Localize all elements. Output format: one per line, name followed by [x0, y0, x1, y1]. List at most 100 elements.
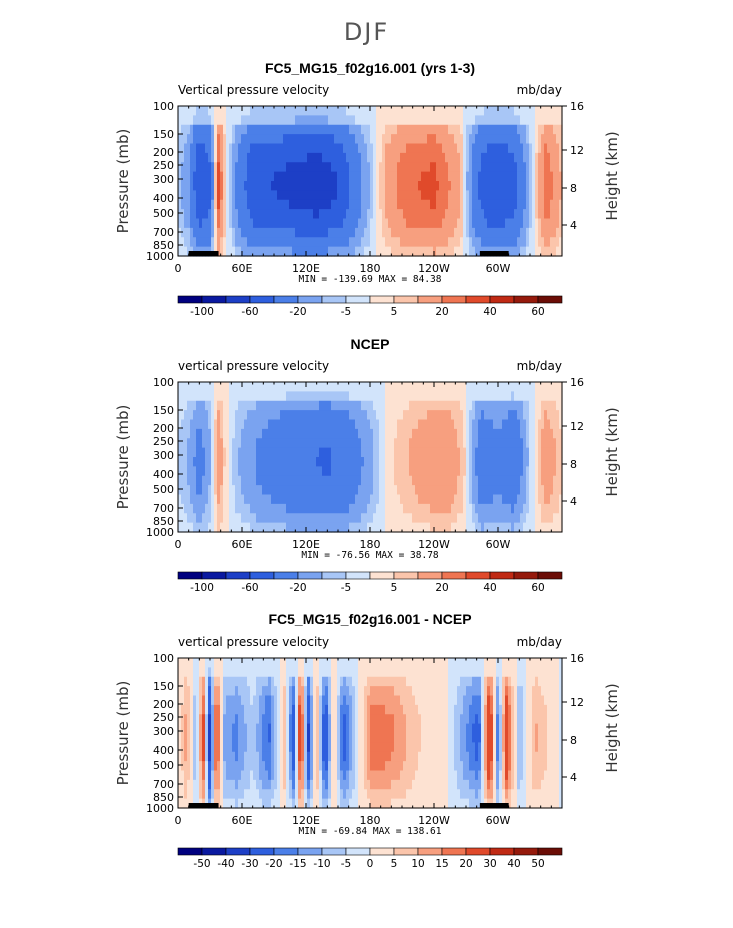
colorbar-swatch [514, 296, 538, 303]
colorbar-swatch [418, 296, 442, 303]
colorbar-swatch [298, 296, 322, 303]
y-tick-label: 400 [153, 192, 174, 205]
colorbar-label: -100 [190, 306, 214, 318]
y-right-tick-label: 4 [570, 495, 577, 508]
colorbar-label: 5 [391, 582, 398, 594]
stats-text: MIN = -76.56 MAX = 38.78 [301, 550, 439, 561]
y-right-tick-label: 16 [570, 376, 584, 389]
colorbar-label: 60 [531, 582, 544, 594]
colorbar-swatch [322, 296, 346, 303]
heatmap-cells [178, 658, 563, 809]
colorbar-swatch [538, 572, 562, 579]
colorbar-label: -5 [341, 582, 351, 594]
colorbar-swatch [490, 296, 514, 303]
colorbar-swatch [202, 572, 226, 579]
panel-subtitle-left: Vertical pressure velocity [178, 83, 329, 97]
y-tick-label: 1000 [146, 250, 174, 263]
y-tick-label: 500 [153, 207, 174, 220]
colorbar-label: 60 [531, 306, 544, 318]
y-right-tick-label: 16 [570, 100, 584, 113]
y-tick-label: 400 [153, 468, 174, 481]
stats-text: MIN = -139.69 MAX = 84.38 [299, 274, 442, 285]
panel-subtitle-left: vertical pressure velocity [178, 359, 329, 373]
colorbar-swatch [394, 572, 418, 579]
colorbar-swatch [178, 572, 202, 579]
colorbar-swatch [202, 296, 226, 303]
colorbar-swatch [538, 296, 562, 303]
y-tick-label: 250 [153, 159, 174, 172]
y-tick-label: 300 [153, 173, 174, 186]
y-tick-label: 100 [153, 100, 174, 113]
colorbar-swatch [226, 296, 250, 303]
colorbar-swatch [418, 572, 442, 579]
colorbar-label: -60 [241, 306, 258, 318]
colorbar-swatch [322, 572, 346, 579]
colorbar-swatch [274, 296, 298, 303]
y-right-tick-label: 12 [570, 144, 584, 157]
panel-3-title: FC5_MG15_f02g16.001 - NCEP [178, 611, 562, 627]
panel-1-title: FC5_MG15_f02g16.001 (yrs 1-3) [178, 60, 562, 76]
colorbar-swatch [178, 296, 202, 303]
colorbar-swatch [346, 572, 370, 579]
panel-2-title: NCEP [178, 336, 562, 352]
y-right-tick-label: 8 [570, 458, 577, 471]
y-tick-label: 200 [153, 146, 174, 159]
x-tick-label: 0 [175, 262, 182, 275]
panel-subtitle-right: mb/day [517, 635, 562, 649]
colorbar-label: 20 [435, 306, 448, 318]
y-tick-label: 150 [153, 404, 174, 417]
colorbar-swatch [370, 572, 394, 579]
y-tick-label: 300 [153, 449, 174, 462]
colorbar-label: -20 [289, 582, 306, 594]
topography-bar [480, 251, 509, 256]
y-tick-label: 1000 [146, 526, 174, 539]
colorbar-label: 20 [435, 582, 448, 594]
colorbar-swatch [370, 296, 394, 303]
y-tick-label: 250 [153, 435, 174, 448]
x-tick-label: 60E [232, 538, 253, 551]
colorbar-swatch [226, 572, 250, 579]
y-tick-label: 700 [153, 226, 174, 239]
x-tick-label: 60W [486, 262, 511, 275]
colorbar-swatch [442, 296, 466, 303]
colorbar-label: -20 [289, 306, 306, 318]
colorbar-swatch [394, 296, 418, 303]
panel-subtitle-right: mb/day [517, 359, 562, 373]
colorbar-swatch [466, 296, 490, 303]
colorbar-swatch [466, 572, 490, 579]
colorbar-swatch [514, 572, 538, 579]
y-axis-label: Pressure (mb) [114, 405, 132, 510]
y-right-axis-label: Height (km) [603, 131, 621, 220]
colorbar-swatch [250, 296, 274, 303]
colorbar-swatch [274, 572, 298, 579]
y-axis-label: Pressure (mb) [114, 129, 132, 234]
x-tick-label: 60E [232, 262, 253, 275]
x-tick-label: 0 [175, 538, 182, 551]
y-right-tick-label: 12 [570, 420, 584, 433]
y-tick-label: 100 [153, 376, 174, 389]
heatmap-cells [178, 382, 563, 533]
main-title: DJF [0, 18, 733, 46]
colorbar-swatch [490, 572, 514, 579]
panel-subtitle-left: vertical pressure velocity [178, 635, 329, 649]
colorbar-label: -60 [241, 582, 258, 594]
y-right-tick-label: 8 [570, 182, 577, 195]
colorbar-label: -100 [190, 582, 214, 594]
colorbar-label: 5 [391, 306, 398, 318]
x-tick-label: 60W [486, 538, 511, 551]
heatmap-cells [178, 106, 563, 257]
y-right-axis-label: Height (km) [603, 407, 621, 496]
y-tick-label: 700 [153, 502, 174, 515]
y-tick-label: 200 [153, 422, 174, 435]
colorbar-swatch [298, 572, 322, 579]
colorbar-swatch [250, 572, 274, 579]
colorbar-swatch [442, 572, 466, 579]
colorbar-label: 40 [483, 582, 496, 594]
colorbar-label: 40 [483, 306, 496, 318]
panel-subtitle-right: mb/day [517, 83, 562, 97]
panel-2-colorbar: -100 -60 -20 -5 5 20 40 60 [0, 568, 733, 598]
